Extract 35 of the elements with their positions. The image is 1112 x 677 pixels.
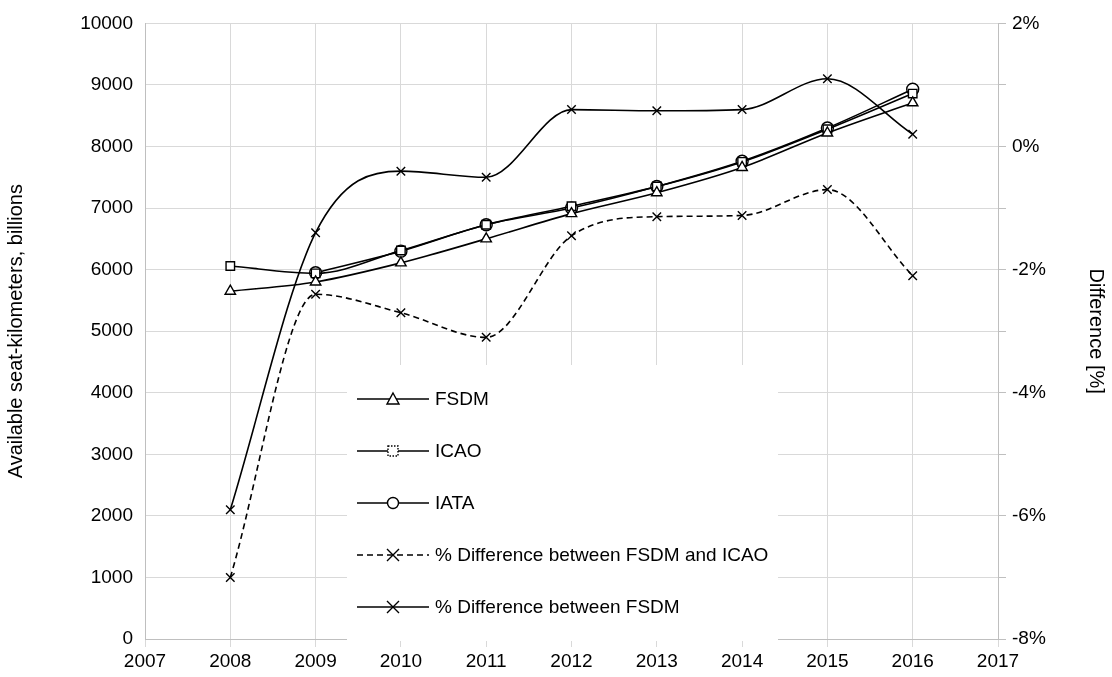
y2-tick-label: -8% bbox=[1012, 627, 1046, 649]
y-tick-label: 8000 bbox=[90, 134, 133, 156]
y-tick-label: 7000 bbox=[90, 196, 133, 218]
legend-label: IATA bbox=[435, 492, 475, 514]
x-tick-label: 2007 bbox=[123, 649, 167, 671]
y2-tick-label: 0% bbox=[1012, 134, 1040, 156]
legend-label: % Difference between FSDM bbox=[435, 596, 680, 618]
legend-label: FSDM bbox=[435, 388, 489, 410]
x-tick-label: 2011 bbox=[465, 649, 507, 671]
y2-axis-title: Difference [%] bbox=[1086, 268, 1109, 394]
x-tick-label: 2008 bbox=[209, 649, 252, 671]
x-tick-label: 2009 bbox=[294, 649, 337, 671]
y-tick-label: 5000 bbox=[90, 319, 133, 341]
legend-label: % Difference between FSDM and ICAO bbox=[435, 544, 769, 566]
x-tick-label: 2014 bbox=[720, 649, 764, 671]
x-tick-label: 2010 bbox=[379, 649, 423, 671]
y2-tick-label: -6% bbox=[1012, 504, 1046, 526]
x-tick-label: 2015 bbox=[806, 649, 849, 671]
y-tick-label: 9000 bbox=[90, 73, 133, 95]
x-tick-label: 2017 bbox=[976, 649, 1020, 671]
x-tick-label: 2016 bbox=[891, 649, 934, 671]
y-tick-label: 1000 bbox=[90, 565, 133, 587]
y2-tick-label: 2% bbox=[1012, 11, 1040, 33]
y-tick-label: 6000 bbox=[90, 257, 133, 279]
y-tick-label: 2000 bbox=[90, 504, 133, 526]
y-tick-label: 4000 bbox=[90, 380, 133, 402]
x-tick-label: 2013 bbox=[635, 649, 678, 671]
x-tick-label: 2012 bbox=[550, 649, 593, 671]
y2-tick-label: -2% bbox=[1012, 257, 1046, 279]
y-tick-label: 3000 bbox=[90, 442, 133, 464]
legend-label: ICAO bbox=[435, 440, 482, 462]
y-tick-label: 0 bbox=[122, 627, 133, 649]
y2-tick-label: -4% bbox=[1012, 380, 1046, 402]
y-tick-label: 10000 bbox=[80, 11, 133, 33]
y-axis-title: Available seat-kilometers, billions bbox=[3, 184, 26, 479]
